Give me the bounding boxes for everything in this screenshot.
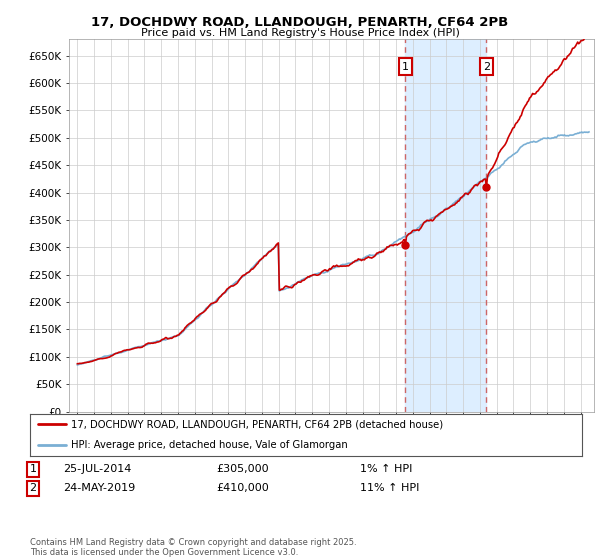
Text: 25-JUL-2014: 25-JUL-2014: [63, 464, 131, 474]
Text: 1% ↑ HPI: 1% ↑ HPI: [360, 464, 412, 474]
Text: 17, DOCHDWY ROAD, LLANDOUGH, PENARTH, CF64 2PB: 17, DOCHDWY ROAD, LLANDOUGH, PENARTH, CF…: [91, 16, 509, 29]
Text: 1: 1: [402, 62, 409, 72]
Text: 11% ↑ HPI: 11% ↑ HPI: [360, 483, 419, 493]
Text: 1: 1: [29, 464, 37, 474]
Text: 2: 2: [483, 62, 490, 72]
Text: £305,000: £305,000: [216, 464, 269, 474]
Text: Price paid vs. HM Land Registry's House Price Index (HPI): Price paid vs. HM Land Registry's House …: [140, 28, 460, 38]
Text: 17, DOCHDWY ROAD, LLANDOUGH, PENARTH, CF64 2PB (detached house): 17, DOCHDWY ROAD, LLANDOUGH, PENARTH, CF…: [71, 419, 443, 430]
Text: 24-MAY-2019: 24-MAY-2019: [63, 483, 135, 493]
Text: 2: 2: [29, 483, 37, 493]
Text: Contains HM Land Registry data © Crown copyright and database right 2025.
This d: Contains HM Land Registry data © Crown c…: [30, 538, 356, 557]
Text: £410,000: £410,000: [216, 483, 269, 493]
Bar: [406, 39, 487, 412]
Text: HPI: Average price, detached house, Vale of Glamorgan: HPI: Average price, detached house, Vale…: [71, 440, 348, 450]
